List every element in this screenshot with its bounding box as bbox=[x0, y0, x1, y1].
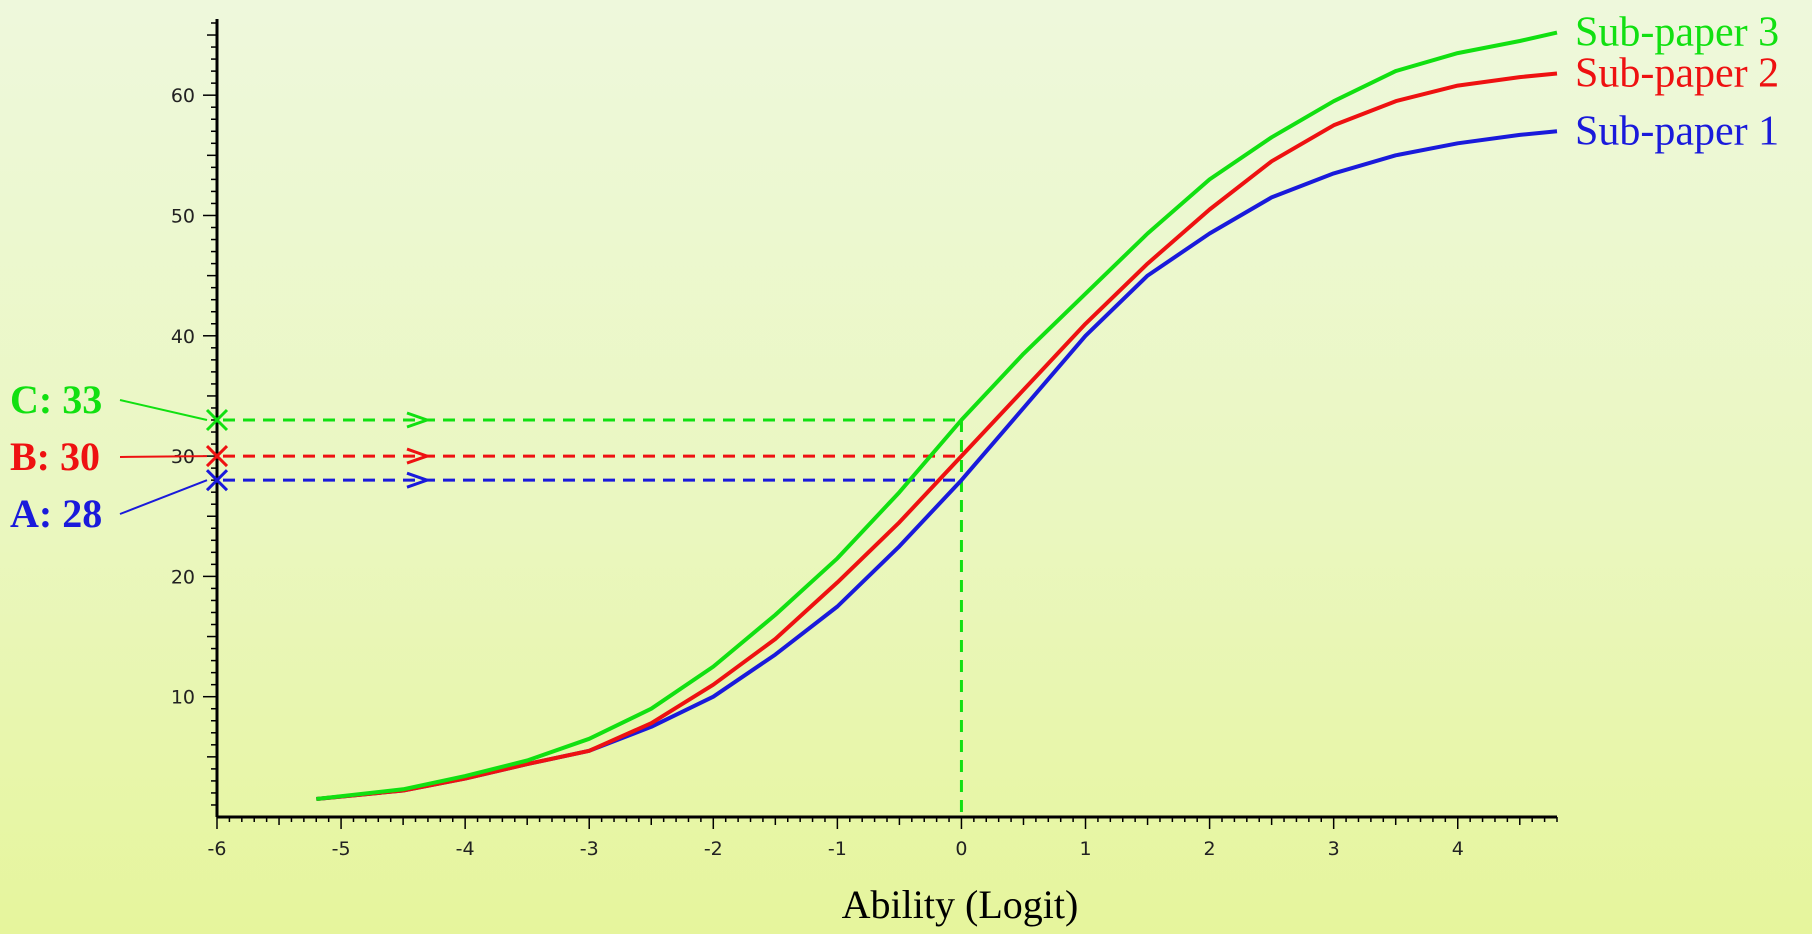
arrowhead bbox=[406, 447, 432, 465]
x-tick-label: -5 bbox=[332, 838, 351, 860]
x-tick-label: -1 bbox=[828, 838, 847, 860]
reference-guides bbox=[223, 411, 963, 817]
y-tick-label: 60 bbox=[171, 85, 195, 107]
x-tick-label: 1 bbox=[1079, 838, 1091, 860]
x-axis-label: Ability (Logit) bbox=[842, 882, 1079, 927]
x-tick-label: -6 bbox=[208, 838, 227, 860]
x-tick-label: -2 bbox=[704, 838, 723, 860]
x-tick-label: 4 bbox=[1452, 838, 1464, 860]
series-lines bbox=[316, 30, 1558, 801]
score-leader-line bbox=[119, 479, 208, 515]
score-label: B: 30 bbox=[10, 434, 100, 479]
score-label: A: 28 bbox=[10, 491, 102, 536]
series-line-1 bbox=[316, 129, 1558, 801]
y-tick-label: 40 bbox=[171, 326, 195, 348]
x-tick-label: 0 bbox=[955, 838, 967, 860]
y-tick-label: 20 bbox=[171, 566, 195, 588]
series-line-3 bbox=[316, 30, 1558, 801]
score-marker bbox=[205, 469, 229, 492]
score-annotations: C: 33 B: 30 A: 28 bbox=[10, 377, 229, 536]
series-line-2 bbox=[316, 71, 1558, 801]
x-tick-label: -4 bbox=[456, 838, 475, 860]
y-tick-label: 10 bbox=[171, 687, 195, 709]
arrowhead bbox=[406, 471, 432, 489]
y-tick-label: 50 bbox=[171, 205, 195, 227]
x-tick-label: -3 bbox=[580, 838, 599, 860]
legend-label-3: Sub-paper 3 bbox=[1575, 10, 1779, 56]
score-marker bbox=[205, 408, 229, 432]
score-leader-line bbox=[119, 399, 208, 421]
score-leader-line bbox=[119, 455, 208, 458]
x-tick-label: 2 bbox=[1204, 838, 1216, 860]
arrowhead bbox=[406, 411, 432, 429]
legend-label-2: Sub-paper 2 bbox=[1575, 51, 1779, 97]
score-label: C: 33 bbox=[10, 377, 102, 422]
x-tick-label: 3 bbox=[1328, 838, 1340, 860]
score-marker bbox=[205, 445, 229, 468]
legend-label-1: Sub-paper 1 bbox=[1575, 108, 1779, 154]
